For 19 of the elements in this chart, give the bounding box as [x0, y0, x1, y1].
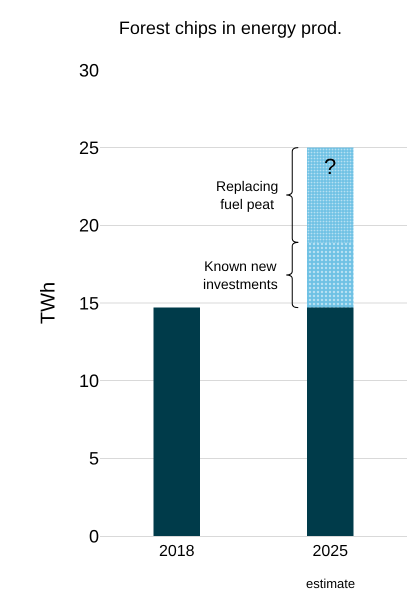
text: estimate [306, 576, 356, 591]
y-tick-label: 30 [78, 60, 99, 80]
y-tick-label: 5 [88, 448, 99, 469]
y-tick-label: 10 [78, 370, 99, 391]
y-tick-label: 0 [88, 526, 99, 546]
x-tick-label: 2025 [312, 543, 348, 560]
y-axis-title: TWh [37, 282, 60, 324]
x-tick-label: 2018 [158, 543, 195, 560]
annotation: ? [324, 154, 336, 179]
bar [154, 308, 200, 536]
bar [307, 148, 354, 242]
y-tick-label: 15 [78, 293, 99, 314]
bar [307, 242, 354, 308]
annotation: Known new investments [203, 258, 278, 292]
chart-title: Forest chips in energy prod. [118, 18, 342, 38]
bar [307, 308, 354, 536]
y-tick-label: 20 [78, 216, 99, 236]
y-tick-label: 25 [78, 138, 99, 158]
annotation: Replacing fuel peat [216, 178, 278, 212]
